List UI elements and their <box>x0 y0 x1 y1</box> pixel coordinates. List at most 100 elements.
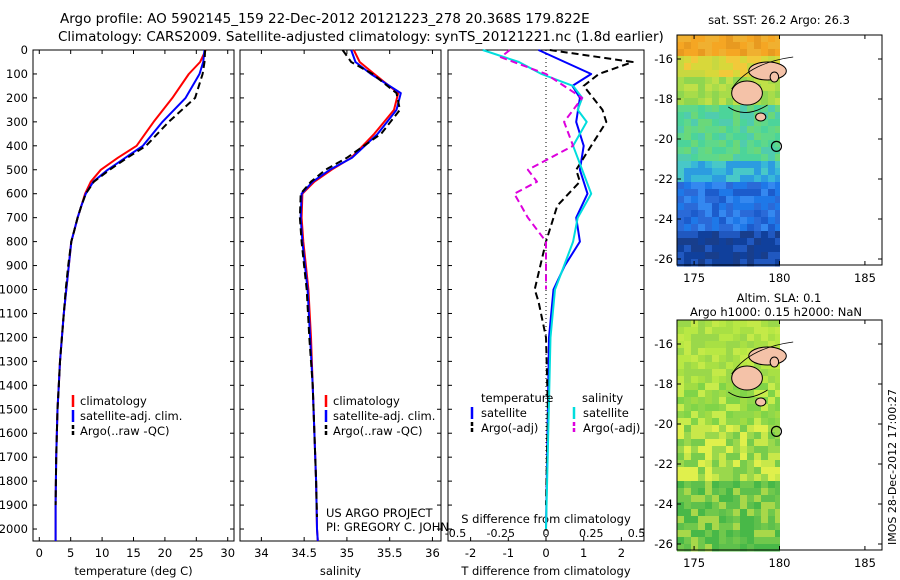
sla-map-cell <box>733 348 741 356</box>
sla-map-cell <box>684 383 692 391</box>
sst-map-cell <box>691 119 699 127</box>
sst-map-cell <box>712 42 720 50</box>
sla-map-cell <box>775 327 780 335</box>
sst-map-cell <box>719 196 727 204</box>
sst-map-cell <box>761 196 769 204</box>
sst-map-cell <box>705 105 713 113</box>
sla-map-cell <box>747 327 755 335</box>
sst-map-cell <box>733 196 741 204</box>
sst-map-cell <box>684 98 692 106</box>
sla-map-cell <box>768 432 776 440</box>
sst-map-cell <box>740 161 748 169</box>
sst-map-cell <box>719 70 727 78</box>
sst-map-cell <box>712 175 720 183</box>
sst-map-cell <box>719 231 727 239</box>
salinity-diff-tick-label: 0.25 <box>579 527 604 540</box>
sla-map-cell <box>726 369 734 377</box>
sst-map-cell <box>761 91 769 99</box>
sla-map-cell <box>677 397 685 405</box>
sst-map-cell <box>719 63 727 71</box>
sla-map-cell <box>726 544 734 552</box>
sla-map-cell <box>691 348 699 356</box>
sla-map-cell <box>740 334 748 342</box>
sst-map-cell <box>712 63 720 71</box>
sst-map-cell <box>705 252 713 260</box>
sla-map-cell <box>719 446 727 454</box>
sla-map-cell <box>712 516 720 524</box>
sst-map-cell <box>733 245 741 253</box>
sst-map-cell <box>705 112 713 120</box>
sla-map-xtick-label: 175 <box>683 556 705 570</box>
sst-map-cell <box>761 147 769 155</box>
sla-map-cell <box>768 397 776 405</box>
sla-map-cell <box>705 348 713 356</box>
sst-map-cell <box>705 231 713 239</box>
sla-map-cell <box>733 544 741 552</box>
sla-map-cell <box>719 327 727 335</box>
sst-map-cell <box>726 77 734 85</box>
sla-map-cell <box>768 530 776 538</box>
sla-map-cell <box>733 425 741 433</box>
sst-map-cell <box>775 175 780 183</box>
sla-map-cell <box>754 523 762 531</box>
sla-map-cell <box>712 376 720 384</box>
sla-map-cell <box>747 425 755 433</box>
sst-map-cell <box>712 35 720 43</box>
sst-map-cell <box>684 224 692 232</box>
sst-map-cell <box>768 175 776 183</box>
sla-map-cell <box>775 383 780 391</box>
sla-map-cell <box>761 453 769 461</box>
temperature-xtick-label: 0 <box>36 546 43 560</box>
temperature-xtick-label: 25 <box>189 546 204 560</box>
temperature-ytick-label: 800 <box>6 235 28 249</box>
sst-map-cell <box>719 182 727 190</box>
sst-map-cell <box>677 245 685 253</box>
sla-map-cell <box>733 418 741 426</box>
sst-map-cell <box>733 182 741 190</box>
sst-map-cell <box>698 168 706 176</box>
sla-map-cell <box>726 397 734 405</box>
sst-map-cell <box>754 224 762 232</box>
sla-map-ytick-label: -26 <box>654 537 673 551</box>
sla-map-cell <box>747 362 755 370</box>
sst-map-cell <box>677 154 685 162</box>
sst-map-cell <box>747 77 755 85</box>
sla-map-cell <box>712 418 720 426</box>
sst-map-cell <box>698 35 706 43</box>
sst-map-cell <box>684 196 692 204</box>
sst-map-cell <box>691 77 699 85</box>
sla-map-cell <box>747 390 755 398</box>
sst-map-cell <box>754 147 762 155</box>
sla-map-cell <box>705 439 713 447</box>
sla-map-cell <box>726 495 734 503</box>
sla-map-cell <box>684 334 692 342</box>
sst-map-cell <box>768 245 776 253</box>
sst-map-cell <box>761 126 769 134</box>
sla-map-cell <box>677 411 685 419</box>
sst-map-cell <box>677 189 685 197</box>
sst-map-cell <box>705 77 713 85</box>
sla-map-cell <box>754 390 762 398</box>
sla-map-cell <box>691 495 699 503</box>
sla-map-cell <box>712 453 720 461</box>
sst-map-cell <box>698 154 706 162</box>
sla-map-cell <box>698 320 706 328</box>
sla-map-cell <box>761 341 769 349</box>
difference-series-2 <box>482 49 593 530</box>
sst-map-cell <box>775 210 780 218</box>
sla-map-cell <box>754 474 762 482</box>
sla-map-cell <box>684 481 692 489</box>
sst-map-cell <box>684 77 692 85</box>
sla-map-cell <box>747 488 755 496</box>
sst-map-cell <box>754 105 762 113</box>
sla-map-cell <box>691 383 699 391</box>
sst-map-cell <box>691 259 699 267</box>
sst-map-cell <box>684 161 692 169</box>
title-line-2: Climatology: CARS2009. Satellite-adjuste… <box>58 29 664 45</box>
sla-map-cell <box>754 516 762 524</box>
sla-map-cell <box>740 467 748 475</box>
sst-map-cell <box>747 238 755 246</box>
sst-map-cell <box>719 77 727 85</box>
temperature-ytick-label: 1600 <box>0 426 28 440</box>
